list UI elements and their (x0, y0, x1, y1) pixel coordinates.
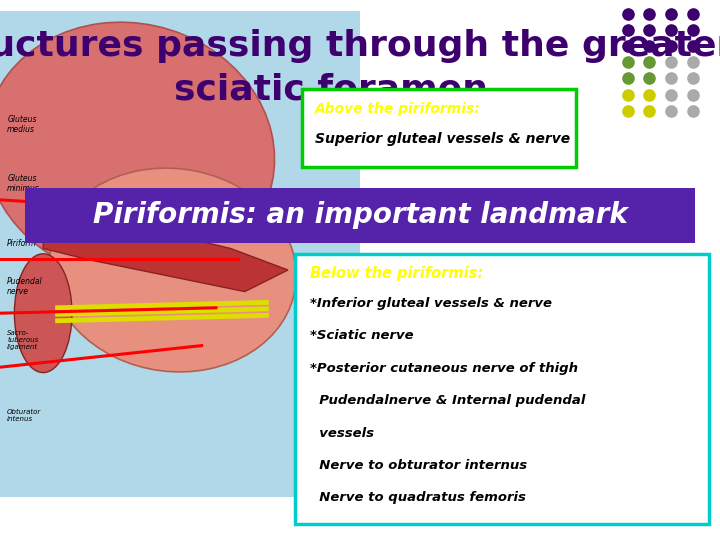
Text: Pudendalnerve & Internal pudendal: Pudendalnerve & Internal pudendal (310, 394, 585, 407)
Ellipse shape (14, 254, 72, 373)
Point (644, 58, 655, 66)
Point (644, 74, 655, 83)
Point (622, 74, 634, 83)
Point (622, 58, 634, 66)
Point (665, 25, 677, 34)
Point (687, 106, 698, 115)
Text: *Posterior cutaneous nerve of thigh: *Posterior cutaneous nerve of thigh (310, 362, 577, 375)
Text: vessels: vessels (310, 427, 374, 440)
Text: Gluteus
medius: Gluteus medius (7, 114, 37, 134)
Text: Nerve to quadratus femoris: Nerve to quadratus femoris (310, 491, 526, 504)
Text: Above the piriformis:: Above the piriformis: (315, 102, 480, 116)
Point (644, 25, 655, 34)
FancyBboxPatch shape (295, 254, 709, 524)
Text: Obturator
intenus: Obturator intenus (7, 409, 42, 422)
Point (644, 106, 655, 115)
Text: Gluteus
minimus: Gluteus minimus (7, 174, 40, 193)
Point (687, 90, 698, 99)
Text: Below the piriformis:: Below the piriformis: (310, 266, 483, 281)
Text: Piriformis: an important landmark: Piriformis: an important landmark (93, 201, 627, 229)
Point (622, 90, 634, 99)
Text: sciatic foramen: sciatic foramen (174, 72, 488, 106)
Point (665, 106, 677, 115)
Point (622, 106, 634, 115)
Text: Sacro-
tuberous
ligament: Sacro- tuberous ligament (7, 330, 38, 350)
Text: Superior gluteal vessels & nerve: Superior gluteal vessels & nerve (315, 132, 570, 146)
Ellipse shape (0, 22, 274, 280)
Point (622, 9, 634, 18)
Text: Pudendal
nerve: Pudendal nerve (7, 276, 42, 296)
Point (665, 90, 677, 99)
Text: *Sciatic nerve: *Sciatic nerve (310, 329, 413, 342)
Point (665, 74, 677, 83)
Text: *Inferior gluteal vessels & nerve: *Inferior gluteal vessels & nerve (310, 297, 552, 310)
Point (687, 74, 698, 83)
Point (665, 9, 677, 18)
Point (665, 42, 677, 50)
Point (665, 58, 677, 66)
Point (687, 42, 698, 50)
Point (644, 42, 655, 50)
Point (687, 58, 698, 66)
Point (622, 42, 634, 50)
Polygon shape (43, 216, 288, 292)
Point (644, 9, 655, 18)
Text: Piriform: Piriform (7, 239, 37, 247)
Ellipse shape (50, 168, 296, 372)
FancyBboxPatch shape (302, 89, 576, 167)
FancyBboxPatch shape (0, 11, 360, 497)
Text: Structures passing through the greater: Structures passing through the greater (0, 29, 720, 63)
Point (622, 25, 634, 34)
FancyBboxPatch shape (25, 188, 695, 243)
Point (644, 90, 655, 99)
Text: Nerve to obturator internus: Nerve to obturator internus (310, 459, 527, 472)
Point (687, 25, 698, 34)
Point (687, 9, 698, 18)
